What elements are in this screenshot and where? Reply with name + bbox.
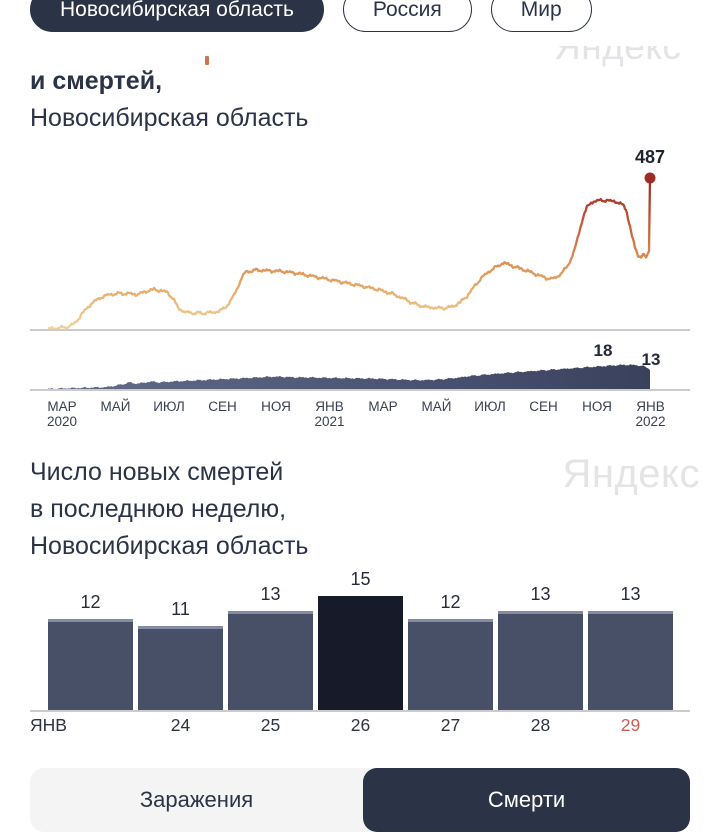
yandex-logo-text: Яндекс [554,46,682,67]
line-end-dot [644,172,656,184]
yandex-watermark-top: Яндекс [554,46,704,68]
weekly-deaths-bar-chart: 12 11 13 15 12 13 13 [30,560,690,710]
bar-value-3: 15 [350,569,371,589]
bar-day-1[interactable] [138,626,223,710]
x-tick-11: ЯНВ 2022 [635,399,666,429]
bar-day-4[interactable] [408,619,493,710]
bar-label-0: ЯНВ [30,715,67,735]
x-tick-2: ИЮЛ [153,399,185,414]
bar-label-2: 25 [260,715,281,735]
deaths-area-chart[interactable] [30,351,690,391]
infections-line-chart[interactable] [30,144,690,332]
area-peak-value-label: 18 [593,341,613,360]
bar-label-6: 29 [620,715,641,735]
x-tick-1: МАЙ [100,399,131,414]
bar-day-3[interactable] [318,596,403,710]
title-line-region: Новосибирская область [30,104,309,132]
x-tick-3: СЕН [208,399,237,414]
line-end-value-label: 487 [634,147,666,167]
title-line-3: Новосибирская область [30,532,309,560]
cutoff-text-fragment [205,56,209,65]
x-tick-7: МАЙ [421,399,452,414]
bar-chart-x-axis: ЯНВ 24 25 26 27 28 29 [30,715,690,741]
time-axis: МАР 2020 МАЙ ИЮЛ СЕН НОЯ ЯНВ 2021 МАР МАЙ ИЮЛ СЕН НО… [30,399,690,431]
bar-label-1: 24 [170,715,191,735]
area-end-value-label: 13 [641,350,661,369]
x-tick-8: ИЮЛ [474,399,506,414]
x-tick-9: СЕН [529,399,558,414]
x-tick-6: МАР [368,399,398,414]
region-tabs: Новосибирская область Россия Мир [30,0,592,32]
bar-day-6[interactable] [588,611,673,710]
bar-value-0: 12 [80,592,101,612]
title-line-deaths: и смертей, [30,67,163,95]
bar-day-2[interactable] [228,611,313,710]
bar-day-5[interactable] [498,611,583,710]
bar-value-6: 13 [620,584,641,604]
bar-day-0[interactable] [48,619,133,710]
infections-toggle-button[interactable]: Заражения [139,787,254,812]
region-tab-0[interactable]: Новосибирская область [30,0,324,32]
bar-value-5: 13 [530,584,551,604]
bar-label-5: 28 [530,715,551,735]
region-tab-2[interactable]: Мир [490,0,592,32]
x-tick-4: НОЯ [261,399,291,414]
bar-value-4: 12 [440,592,461,612]
title-line-1: Число новых смертей [30,458,284,486]
bar-label-4: 27 [440,715,461,735]
infections-line-series [47,177,652,332]
yandex-watermark-bottom: Яндекс [562,452,700,496]
area-chart-baseline [30,389,690,391]
line-chart-baseline [30,329,690,331]
bar-value-1: 11 [171,599,190,619]
bar-chart-baseline [30,710,690,712]
x-tick-5: ЯНВ 2021 [314,399,345,429]
infections-chart-title: и смертей, Новосибирская область [30,63,308,137]
deaths-area-series [48,364,650,390]
title-line-2: в последнюю неделю, [30,495,287,523]
weekly-deaths-chart-title: Число новых смертей в последнюю неделю, … [30,454,308,565]
metric-toggle: Заражения Смерти [30,768,690,832]
bar-label-3: 26 [350,715,371,735]
region-tab-1[interactable]: Россия [342,0,472,32]
x-tick-0: МАР 2020 [46,399,78,429]
bar-value-2: 13 [260,584,281,604]
deaths-toggle-button[interactable]: Смерти [363,768,690,832]
x-tick-10: НОЯ [582,399,612,414]
